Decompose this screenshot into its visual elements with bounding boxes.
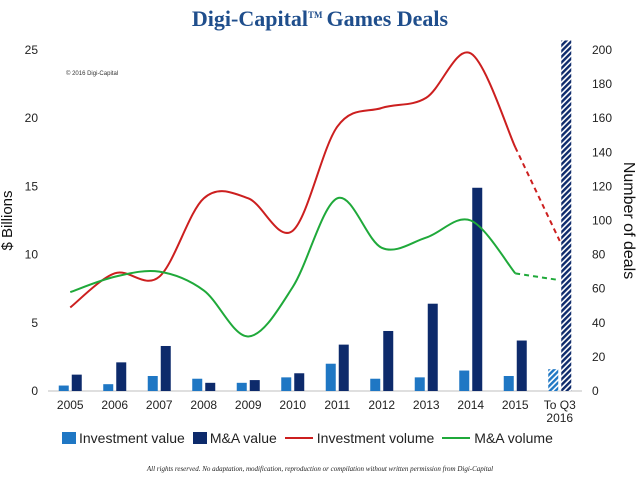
x-tick-label: 2005 [57,398,84,412]
bar-investment-value [103,384,114,391]
legend-swatch-ma-value [192,432,207,444]
legend-item-investment-value: Investment value [62,430,185,446]
bar-investment-value [503,375,514,391]
legend-swatch-investment-value [62,432,76,444]
bar-investment-value [414,377,425,391]
title-rest: Games Deals [326,6,449,31]
bar-investment-value [236,382,247,391]
y-tick-label: 20 [25,111,39,125]
footer-note: All rights reserved. No adaptation, modi… [146,465,494,473]
title-trademark: TM [308,9,323,20]
x-tick-label: 2006 [101,398,128,412]
bar-ma-value [427,303,438,391]
y-axis-label: $ Billions [0,190,16,250]
bar-ma-value [561,40,572,392]
x-tick-label: 2007 [146,398,173,412]
line-ma-volume-projection [515,272,560,282]
bar-investment-value [459,370,470,391]
bar-investment-value [192,378,203,391]
x-tick-label: 2011 [324,398,350,412]
legend-swatch-investment-volume [284,437,313,439]
bar-ma-value [116,362,127,391]
x-tick-label: 2015 [502,398,529,412]
y-tick-label: 15 [25,179,39,193]
y2-tick-label: 140 [592,145,612,159]
y2-tick-label: 80 [592,248,606,262]
y-tick-label: 0 [31,384,38,398]
x-tick-label: 2012 [368,398,395,412]
bar-ma-value [160,345,171,391]
legend-label-ma-value: M&A value [209,430,277,446]
y2-tick-label: 160 [592,111,612,125]
y2-tick-label: 120 [592,179,612,193]
title-brand: Digi-Capital [191,6,309,31]
bar-ma-value [338,344,349,391]
line-investment-volume [69,51,517,309]
bar-investment-value [281,377,292,391]
legend-item-ma-volume: M&A volume [442,430,553,446]
y2-tick-label: 0 [592,384,599,398]
legend-item-ma-value: M&A value [192,430,277,446]
y2-tick-label: 100 [592,214,612,228]
x-tick-label: 2008 [190,398,217,412]
bar-investment-value [548,369,559,391]
bar-ma-value [205,382,216,391]
legend-label-ma-volume: M&A volume [474,430,553,446]
legend-label-investment-volume: Investment volume [316,430,435,446]
legend-label-investment-value: Investment value [79,430,185,446]
x-tick-label: To Q3 [544,398,576,412]
y2-tick-label: 180 [592,77,612,91]
y-tick-label: 25 [25,43,39,57]
x-tick-label: 2013 [413,398,440,412]
bar-ma-value [516,340,527,391]
y-tick-label: 5 [31,316,38,330]
legend: Investment value M&A value Investment vo… [62,430,561,446]
x-tick-label: 2014 [457,398,484,412]
x-tick-label: 2009 [235,398,262,412]
bar-ma-value [71,374,82,391]
legend-item-investment-volume: Investment volume [284,430,435,446]
bar-ma-value [383,330,394,391]
y2-tick-label: 40 [592,316,606,330]
y2-tick-label: 200 [592,43,612,57]
copyright-note: © 2016 Digi-Capital [66,70,118,77]
line-ma-volume [69,196,517,338]
y-tick-label: 10 [25,248,39,262]
bar-ma-value [294,373,305,391]
y2-tick-label: 20 [592,350,606,364]
bar-investment-value [58,385,69,391]
legend-swatch-ma-volume [442,437,471,439]
bar-investment-value [370,378,381,391]
line-investment-volume-projection [514,146,561,242]
x-tick-label: 2010 [279,398,306,412]
bar-ma-value [472,187,483,391]
bar-ma-value [249,380,260,391]
bar-investment-value [147,375,158,391]
x-tick-label: 2016 [546,411,573,425]
bar-investment-value [325,363,336,391]
y2-axis-label: Number of deals [620,162,637,279]
chart-title: Digi-CapitalTM Games Deals [0,6,640,32]
y2-tick-label: 60 [592,282,606,296]
